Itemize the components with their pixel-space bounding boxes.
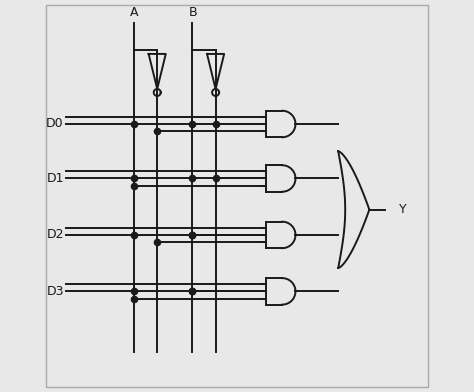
Text: D1: D1 xyxy=(46,172,64,185)
Text: D3: D3 xyxy=(46,285,64,298)
Text: B: B xyxy=(188,6,197,19)
Text: D2: D2 xyxy=(46,229,64,241)
Text: A: A xyxy=(130,6,138,19)
Text: Y: Y xyxy=(399,203,406,216)
Text: D0: D0 xyxy=(46,118,64,131)
